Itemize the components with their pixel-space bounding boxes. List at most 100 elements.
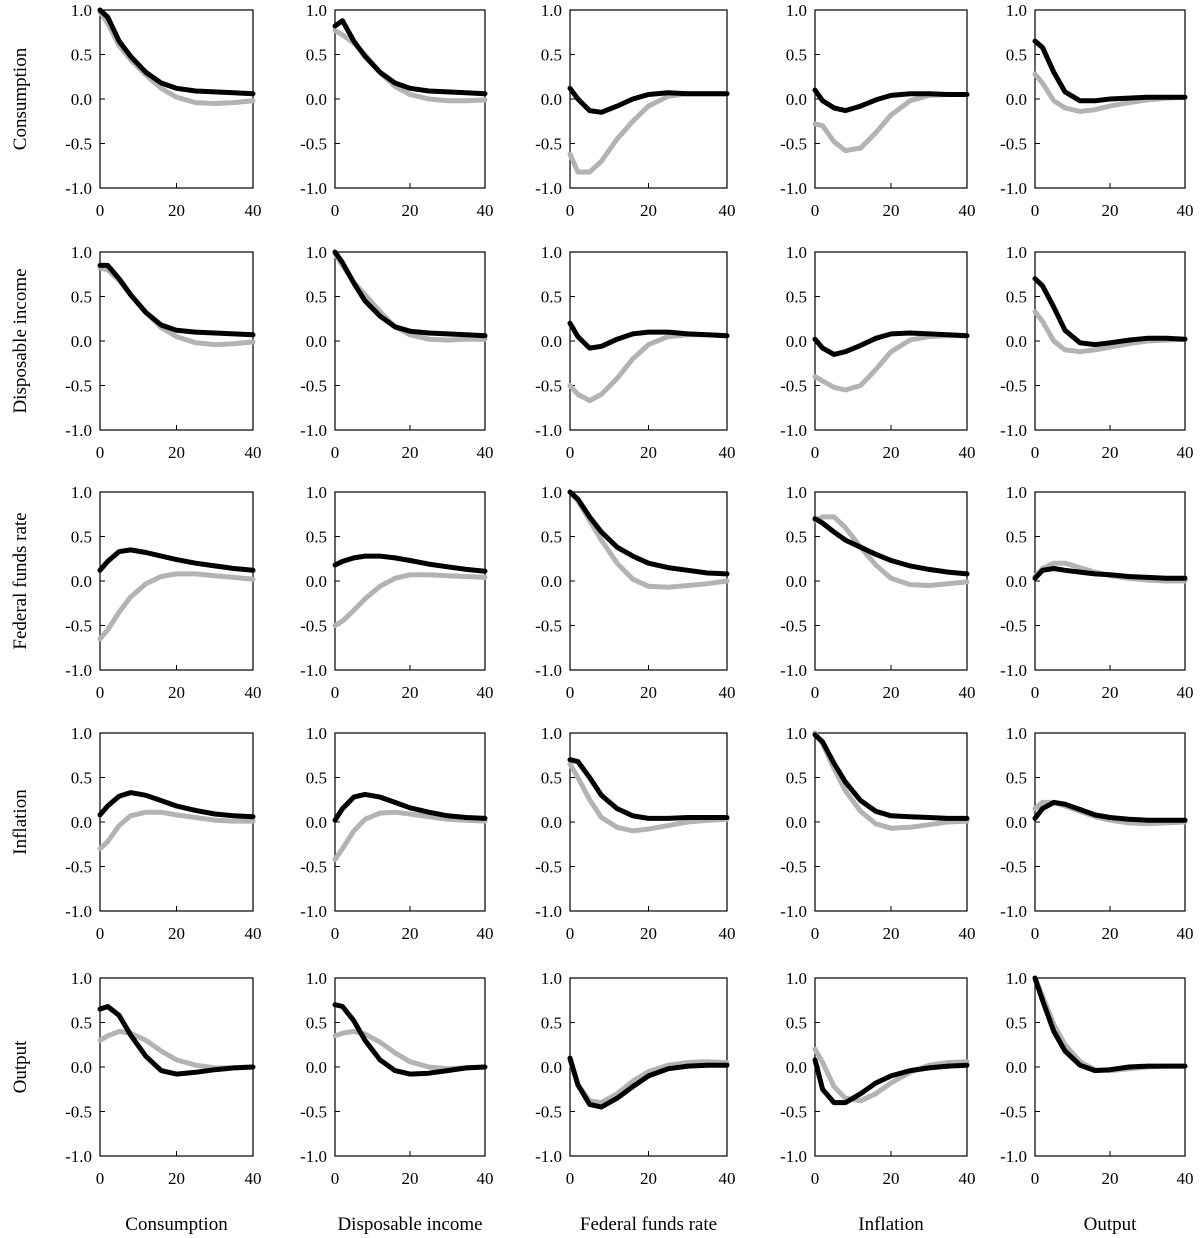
y-tick-label: 0.0 — [71, 90, 92, 109]
series-black-line — [1032, 566, 1188, 581]
y-tick-label: -1.0 — [1000, 421, 1027, 440]
series-black-line — [567, 757, 730, 821]
y-tick-label: -1.0 — [780, 421, 807, 440]
y-tick-label: 1.0 — [306, 243, 327, 262]
panel-r4-c4: 1.0 0.5 0.0 -0.5 -1.00 20 40 — [780, 724, 975, 943]
y-tick-label: 0.5 — [306, 769, 327, 788]
y-tick-label: -1.0 — [780, 1147, 807, 1166]
x-tick-label: 20 — [1102, 1169, 1119, 1188]
y-tick-label: 0.0 — [541, 90, 562, 109]
y-tick-label: 1.0 — [306, 724, 327, 743]
y-tick-label: -0.5 — [300, 1103, 327, 1122]
y-tick-label: -1.0 — [65, 1147, 92, 1166]
y-tick-label: 0.5 — [306, 1014, 327, 1033]
series-gray-line — [332, 1028, 488, 1072]
panel-r4-c3: 1.0 0.5 0.0 -0.5 -1.00 20 40 — [535, 724, 735, 943]
y-tick-label: -0.5 — [1000, 135, 1027, 154]
series-gray-line — [812, 514, 970, 588]
y-tick-label: 1.0 — [71, 724, 92, 743]
x-tick-label: 0 — [566, 443, 575, 462]
x-tick-label: 0 — [566, 683, 575, 702]
y-tick-label: 0.5 — [1006, 769, 1027, 788]
y-tick-label: -0.5 — [1000, 858, 1027, 877]
x-tick-label: 0 — [96, 924, 105, 943]
y-tick-label: 1.0 — [1006, 483, 1027, 502]
x-tick-label: 40 — [1177, 1169, 1194, 1188]
x-tick-label: 40 — [245, 443, 262, 462]
series-black-line — [812, 516, 970, 577]
panel-frame — [334, 491, 486, 671]
x-tick-label: 40 — [477, 443, 494, 462]
column-label: Inflation — [858, 1214, 924, 1235]
y-tick-label: 0.0 — [71, 813, 92, 832]
y-tick-label: -0.5 — [300, 135, 327, 154]
x-tick-label: 40 — [719, 683, 736, 702]
panel-r2-c4: 1.0 0.5 0.0 -0.5 -1.00 20 40 — [780, 243, 975, 462]
x-tick-label: 0 — [1031, 683, 1040, 702]
y-tick-label: 1.0 — [71, 483, 92, 502]
x-tick-label: 0 — [331, 683, 340, 702]
y-tick-label: 1.0 — [786, 724, 807, 743]
series-black-line — [567, 489, 730, 577]
x-tick-label: 20 — [168, 443, 185, 462]
y-tick-label: -0.5 — [780, 1103, 807, 1122]
panel-r3-c5: 1.0 0.5 0.0 -0.5 -1.00 20 40 — [1000, 483, 1193, 702]
y-tick-label: 1.0 — [71, 243, 92, 262]
panel-r2-c2: 1.0 0.5 0.0 -0.5 -1.00 20 40 — [300, 243, 493, 462]
y-tick-label: -0.5 — [65, 617, 92, 636]
series-gray-line — [332, 28, 488, 104]
y-tick-label: -1.0 — [1000, 179, 1027, 198]
panel-r3-c1: 1.0 0.5 0.0 -0.5 -1.00 20 40 — [65, 483, 261, 702]
y-tick-label: -1.0 — [1000, 1147, 1027, 1166]
x-tick-label: 20 — [168, 924, 185, 943]
y-tick-label: 0.5 — [71, 46, 92, 65]
y-tick-label: 0.0 — [71, 1058, 92, 1077]
panel-r5-c1: 1.0 0.5 0.0 -0.5 -1.00 20 40 — [65, 969, 261, 1188]
x-tick-label: 0 — [566, 201, 575, 220]
panel-r1-c4: 1.0 0.5 0.0 -0.5 -1.00 20 40 — [780, 1, 975, 220]
y-tick-label: -0.5 — [300, 858, 327, 877]
panel-r3-c4: 1.0 0.5 0.0 -0.5 -1.00 20 40 — [780, 483, 975, 702]
series-black-line — [97, 7, 256, 97]
series-black-line — [1032, 799, 1188, 823]
x-tick-label: 20 — [402, 1169, 419, 1188]
series-black-line — [567, 1055, 730, 1110]
row-label: Output — [10, 1040, 31, 1094]
y-tick-label: -0.5 — [535, 1103, 562, 1122]
panel-r1-c5: 1.0 0.5 0.0 -0.5 -1.00 20 40 — [1000, 1, 1193, 220]
x-tick-label: 0 — [96, 1169, 105, 1188]
x-tick-label: 40 — [719, 443, 736, 462]
y-tick-label: 1.0 — [541, 243, 562, 262]
y-tick-label: -0.5 — [1000, 1103, 1027, 1122]
y-tick-label: 0.0 — [786, 90, 807, 109]
y-tick-label: -1.0 — [535, 179, 562, 198]
x-tick-label: 20 — [1102, 443, 1119, 462]
x-tick-label: 40 — [1177, 683, 1194, 702]
y-tick-label: -0.5 — [65, 1103, 92, 1122]
series-gray-line — [1032, 975, 1188, 1074]
x-tick-label: 40 — [959, 443, 976, 462]
x-tick-label: 0 — [811, 201, 820, 220]
y-tick-label: 1.0 — [786, 1, 807, 20]
panel-frame — [99, 251, 254, 431]
panel-r1-c1: 1.0 0.5 0.0 -0.5 -1.00 20 40 — [65, 1, 261, 220]
x-tick-label: 0 — [811, 1169, 820, 1188]
x-tick-label: 20 — [1102, 201, 1119, 220]
series-gray-line — [567, 332, 730, 404]
panel-r5-c5: 1.0 0.5 0.0 -0.5 -1.00 20 40 — [1000, 969, 1193, 1188]
y-tick-label: -1.0 — [300, 1147, 327, 1166]
series-black-line — [332, 249, 488, 339]
x-tick-label: 40 — [1177, 201, 1194, 220]
y-tick-label: 0.5 — [1006, 46, 1027, 65]
x-tick-label: 40 — [245, 683, 262, 702]
y-tick-label: 0.0 — [541, 572, 562, 591]
y-tick-label: 0.5 — [786, 46, 807, 65]
y-tick-label: 1.0 — [541, 724, 562, 743]
y-tick-label: 0.0 — [306, 90, 327, 109]
x-tick-label: 0 — [331, 924, 340, 943]
x-tick-label: 0 — [96, 201, 105, 220]
x-tick-label: 20 — [883, 201, 900, 220]
y-tick-label: 1.0 — [1006, 724, 1027, 743]
y-tick-label: -1.0 — [300, 421, 327, 440]
x-tick-label: 40 — [245, 201, 262, 220]
